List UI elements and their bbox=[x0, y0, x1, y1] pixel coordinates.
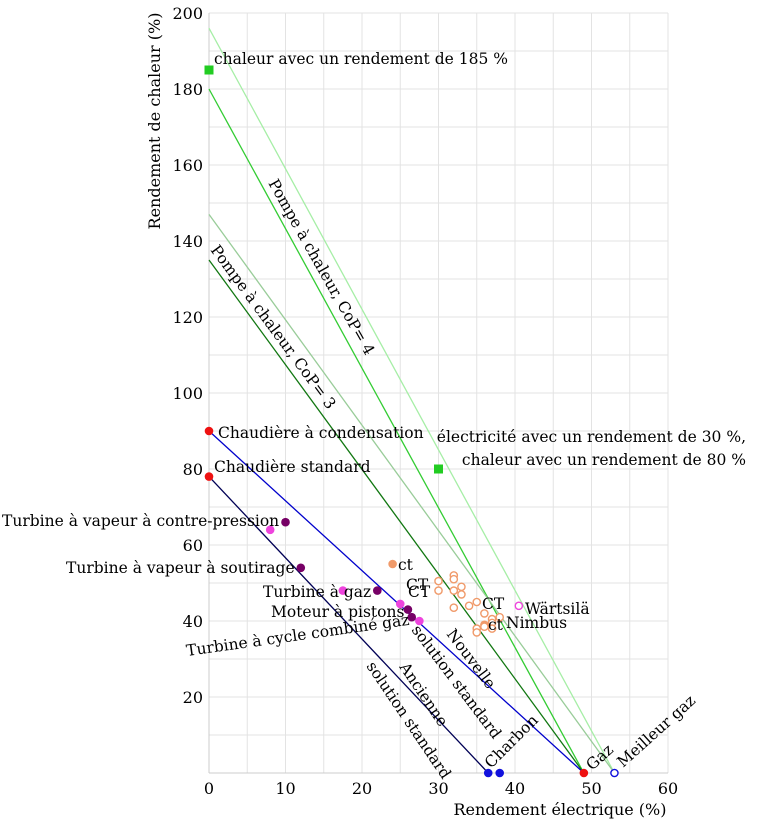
point-s4-2 bbox=[373, 586, 382, 595]
y-tick-label: 60 bbox=[183, 536, 203, 555]
y-tick-label: 160 bbox=[172, 156, 203, 175]
point-s0-0 bbox=[204, 426, 214, 436]
label-reference-30-80-line1: électricité avec un rendement de 30 %, bbox=[437, 428, 746, 446]
line-pac4 bbox=[208, 88, 585, 774]
point-s5-3 bbox=[415, 616, 424, 626]
point-s8-7 bbox=[449, 603, 459, 613]
label-ct-right: ct bbox=[488, 616, 504, 634]
x-axis-title: Rendement électrique (%) bbox=[454, 800, 667, 819]
label-CT-left-1: CT bbox=[406, 576, 429, 594]
point-s8-3 bbox=[449, 586, 459, 595]
x-tick-label: 60 bbox=[658, 779, 678, 798]
label-chaudiere-standard: Chaudière standard bbox=[214, 458, 371, 476]
point-s8-17 bbox=[434, 586, 443, 595]
y-tick-label: 40 bbox=[183, 612, 203, 631]
label-moteur-pistons: Moteur à pistons bbox=[271, 603, 404, 621]
point-s8-5 bbox=[472, 597, 482, 607]
label-chaudiere-condensation: Chaudière à condensation bbox=[218, 424, 424, 442]
point-s8-2 bbox=[457, 582, 466, 592]
point-s4-3 bbox=[403, 605, 413, 614]
label-reference-185: chaleur avec un rendement de 185 % bbox=[214, 50, 508, 68]
label-CT-right: CT bbox=[482, 595, 505, 613]
point-s2-0 bbox=[610, 768, 619, 778]
label-nimbus: Nimbus bbox=[506, 614, 567, 632]
point-s6-0 bbox=[514, 601, 524, 611]
point-s5-1 bbox=[338, 586, 348, 595]
point-s8-14 bbox=[472, 628, 482, 637]
point-s1-1 bbox=[495, 768, 505, 778]
label-ct-upper: ct bbox=[398, 556, 414, 574]
point-s0-1 bbox=[204, 472, 214, 481]
point-s4-0 bbox=[281, 517, 290, 527]
point-s5-0 bbox=[265, 525, 275, 535]
label-turbine-gaz: Turbine à gaz bbox=[263, 583, 371, 601]
y-axis-title: Rendement de chaleur (%) bbox=[145, 13, 164, 230]
point-s8-1 bbox=[449, 574, 459, 584]
axes bbox=[208, 13, 668, 774]
line-pac3b bbox=[208, 214, 615, 774]
point-s8-6 bbox=[464, 601, 474, 611]
point-s8-16 bbox=[434, 576, 443, 586]
x-tick-label: 40 bbox=[505, 779, 525, 798]
point-s3-1 bbox=[434, 464, 443, 474]
label-reference-30-80-line2: chaleur avec un rendement de 80 % bbox=[462, 451, 746, 469]
y-tick-label: 200 bbox=[172, 4, 203, 23]
point-s8-15 bbox=[487, 624, 497, 633]
point-s5-2 bbox=[395, 599, 405, 609]
label-wartsila: Wärtsilä bbox=[525, 600, 590, 618]
point-s8-4 bbox=[457, 590, 466, 599]
y-tick-label: 80 bbox=[183, 460, 203, 479]
x-tick-label: 20 bbox=[352, 779, 372, 798]
y-ticks: 20 40 60 80 100 120 140 160 180 200 bbox=[172, 4, 203, 707]
label-meilleur-gaz: Meilleur gaz bbox=[614, 692, 699, 771]
y-tick-label: 180 bbox=[172, 80, 203, 99]
x-tick-label: 50 bbox=[581, 779, 601, 798]
line-ancienne bbox=[208, 476, 489, 774]
line-pac3 bbox=[208, 259, 585, 774]
point-s3-0 bbox=[204, 65, 214, 75]
label-turbine-soutirage: Turbine à vapeur à soutirage bbox=[66, 559, 295, 577]
x-tick-label: 10 bbox=[275, 779, 295, 798]
x-ticks: 0 10 20 30 40 50 60 bbox=[204, 779, 678, 798]
point-s1-0 bbox=[483, 768, 493, 778]
y-tick-label: 100 bbox=[172, 384, 203, 403]
label-turbine-contre-pression: Turbine à vapeur à contre-pression bbox=[2, 512, 279, 530]
x-tick-label: 30 bbox=[428, 779, 448, 798]
point-s4-1 bbox=[296, 563, 306, 573]
point-s8-9 bbox=[495, 612, 505, 622]
point-s4-4 bbox=[407, 612, 417, 622]
point-s8-8 bbox=[480, 609, 489, 618]
label-CT-left-2: CT bbox=[408, 583, 431, 601]
point-s7-0 bbox=[388, 559, 397, 569]
x-tick-label: 0 bbox=[204, 779, 214, 798]
y-tick-label: 140 bbox=[172, 232, 203, 251]
grid bbox=[209, 12, 669, 773]
point-s0-2 bbox=[579, 768, 589, 778]
reference-lines bbox=[208, 27, 616, 774]
y-tick-label: 120 bbox=[172, 308, 203, 327]
data-points bbox=[204, 65, 619, 778]
y-tick-label: 20 bbox=[183, 688, 203, 707]
point-s8-12 bbox=[480, 622, 489, 632]
line-pac4b bbox=[208, 27, 616, 774]
